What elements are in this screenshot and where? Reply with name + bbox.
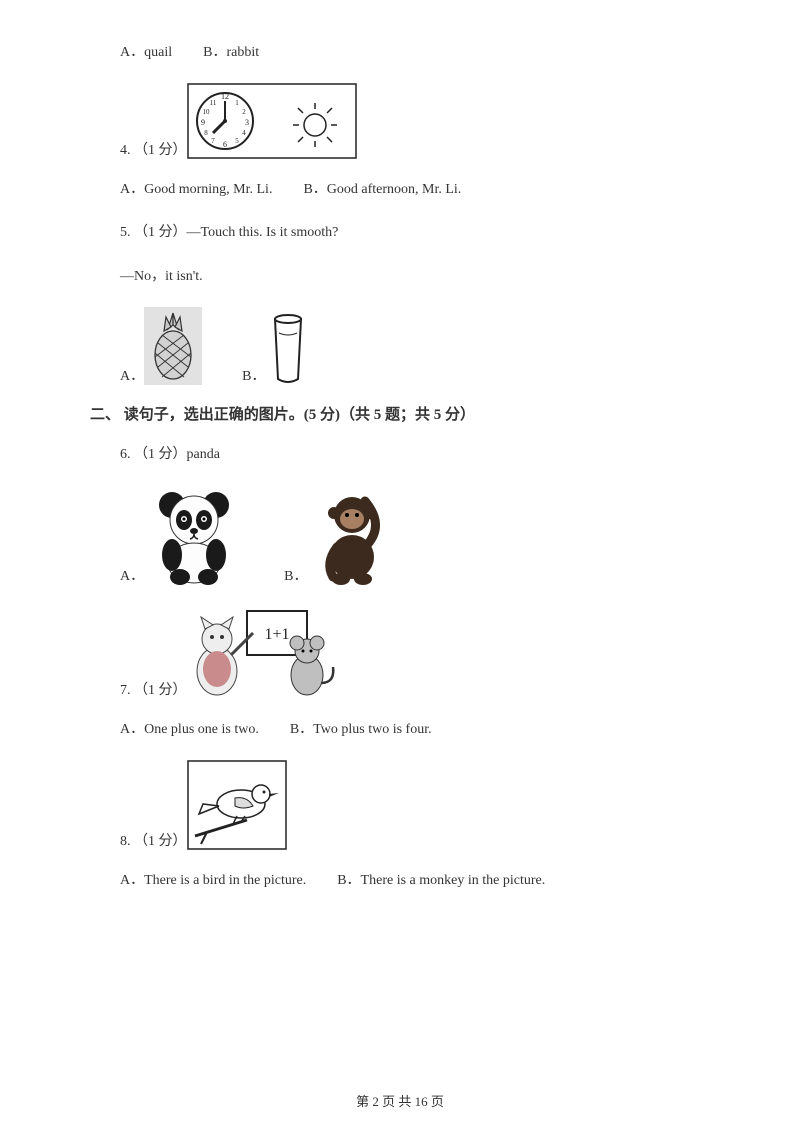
q7-options: A．One plus one is two. B．Two plus two is… [90, 717, 710, 742]
svg-text:9: 9 [201, 118, 205, 127]
svg-text:2: 2 [242, 108, 246, 116]
q6-opt-a-label: A． [120, 565, 144, 585]
section-2-header: 二、 读句子，选出正确的图片。(5 分)（共 5 题；共 5 分） [90, 403, 710, 424]
glass-image [265, 313, 311, 385]
q5-line1: 5. （1 分）—Touch this. Is it smooth? [90, 220, 710, 245]
q8-opt-b: B．There is a monkey in the picture. [337, 873, 545, 888]
q5-opt-b-label: B． [242, 365, 265, 385]
opt-a-text: A．quail [120, 45, 172, 60]
q7-row: 7. （1 分） 1+1 [90, 603, 710, 699]
q-top-options: A．quail B．rabbit [90, 40, 710, 65]
monkey-image [307, 485, 397, 585]
svg-text:10: 10 [202, 108, 210, 116]
q4-row: 4. （1 分） 12 3 6 9 1 2 4 5 7 8 10 11 [90, 83, 710, 159]
q4-options: A．Good morning, Mr. Li. B．Good afternoon… [90, 177, 710, 202]
svg-text:12: 12 [221, 92, 229, 101]
q6-prefix: 6. （1 分）panda [90, 442, 710, 467]
q4-opt-b: B．Good afternoon, Mr. Li. [303, 182, 461, 197]
clock-sun-image: 12 3 6 9 1 2 4 5 7 8 10 11 [187, 83, 357, 159]
q8-row: 8. （1 分） [90, 760, 710, 850]
svg-text:3: 3 [245, 118, 249, 127]
bird-image [187, 760, 287, 850]
animals-math-image: 1+1 [187, 603, 337, 699]
q4-prefix: 4. （1 分） [120, 139, 187, 159]
q5-opt-a-label: A． [120, 365, 144, 385]
q7-prefix: 7. （1 分） [120, 679, 187, 699]
opt-b-text: B．rabbit [203, 45, 259, 60]
svg-text:8: 8 [204, 129, 208, 137]
page-footer: 第 2 页 共 16 页 [0, 1091, 800, 1110]
q6-options: A． B． [90, 485, 710, 585]
svg-text:6: 6 [223, 140, 227, 149]
panda-image [144, 485, 244, 585]
q5-line2: —No，it isn't. [90, 264, 710, 289]
svg-text:5: 5 [235, 137, 239, 145]
q7-opt-b: B．Two plus two is four. [290, 722, 432, 737]
q7-opt-a: A．One plus one is two. [120, 722, 259, 737]
q8-options: A．There is a bird in the picture. B．Ther… [90, 868, 710, 893]
svg-text:1+1: 1+1 [264, 626, 289, 643]
q5-options: A． B． [90, 307, 710, 385]
q6-opt-b-label: B． [284, 565, 307, 585]
svg-text:11: 11 [209, 99, 216, 107]
pineapple-image [144, 307, 202, 385]
svg-text:4: 4 [242, 129, 246, 137]
svg-text:7: 7 [211, 137, 215, 145]
q4-opt-a: A．Good morning, Mr. Li. [120, 182, 272, 197]
q8-opt-a: A．There is a bird in the picture. [120, 873, 306, 888]
svg-text:1: 1 [235, 99, 239, 107]
q8-prefix: 8. （1 分） [120, 830, 187, 850]
